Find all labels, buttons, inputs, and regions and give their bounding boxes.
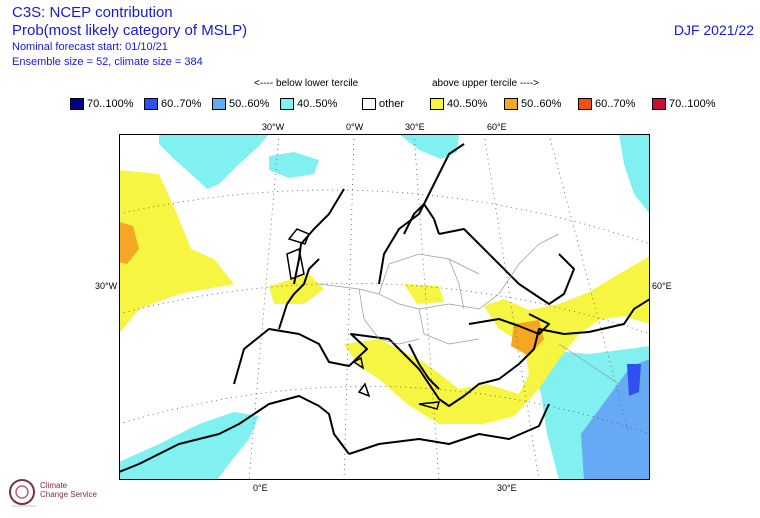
legend-swatch: [212, 98, 226, 110]
ensemble-size-label: Ensemble size = 52, climate size = 384: [12, 56, 203, 68]
lon-label-bottom: 0°E: [253, 483, 268, 493]
legend-label: 40..50%: [297, 98, 338, 110]
legend-swatch: [362, 98, 376, 110]
legend-item: 60..70%: [144, 98, 201, 110]
above-tercile-label: above upper tercile ---->: [432, 78, 539, 89]
europe-map: [119, 134, 650, 480]
lon-label-top: 60°E: [487, 122, 507, 132]
above-50-60-areas: [119, 222, 544, 356]
below-60-70-area: [627, 364, 641, 396]
lon-label-bottom: 30°E: [497, 483, 517, 493]
legend-item: 40..50%: [280, 98, 337, 110]
legend-swatch: [144, 98, 158, 110]
logo-text: Climate Change Service: [40, 481, 97, 499]
lon-label-top: 0°W: [346, 122, 364, 132]
lat-label-left: 30°W: [95, 281, 118, 291]
legend-label: other: [379, 98, 405, 110]
legend-swatch: [430, 98, 444, 110]
above-40-50-areas: [119, 170, 650, 424]
forecast-start-label: Nominal forecast start: 01/10/21: [12, 41, 168, 53]
coastlines: [119, 143, 650, 473]
copernicus-climate-logo: [9, 479, 36, 507]
islands: [286, 228, 441, 410]
lon-label-top: 30°E: [405, 122, 425, 132]
legend-swatch: [70, 98, 84, 110]
graticule: [119, 134, 650, 480]
map-frame: [119, 134, 650, 480]
legend-swatch: [652, 98, 666, 110]
legend-item: 40..50%: [430, 98, 487, 110]
legend-label: 50..60%: [229, 98, 270, 110]
legend-label: 60..70%: [161, 98, 202, 110]
lon-label-top: 30°W: [262, 122, 285, 132]
legend-label: 70..100%: [87, 98, 134, 110]
legend-label: 60..70%: [595, 98, 636, 110]
legend-label: 40..50%: [447, 98, 488, 110]
legend-item: 60..70%: [578, 98, 635, 110]
legend-item: other: [362, 98, 404, 110]
below-tercile-label: <---- below lower tercile: [254, 78, 359, 89]
legend-item: 70..100%: [70, 98, 133, 110]
probability-legend: 70..100% 60..70% 50..60% 40..50% other 40..50…: [70, 96, 720, 116]
legend-item: 50..60%: [504, 98, 561, 110]
map-title: C3S: NCEP contribution: [12, 4, 173, 21]
country-borders: [318, 233, 620, 385]
legend-swatch: [504, 98, 518, 110]
legend-label: 70..100%: [669, 98, 716, 110]
legend-swatch: [578, 98, 592, 110]
season-label: DJF 2021/22: [673, 22, 754, 38]
legend-item: 70..100%: [652, 98, 715, 110]
legend-item: 50..60%: [212, 98, 269, 110]
legend-swatch: [280, 98, 294, 110]
lat-label-right: 60°E: [652, 281, 672, 291]
legend-label: 50..60%: [521, 98, 562, 110]
map-subtitle: Prob(most likely category of MSLP): [12, 22, 248, 39]
